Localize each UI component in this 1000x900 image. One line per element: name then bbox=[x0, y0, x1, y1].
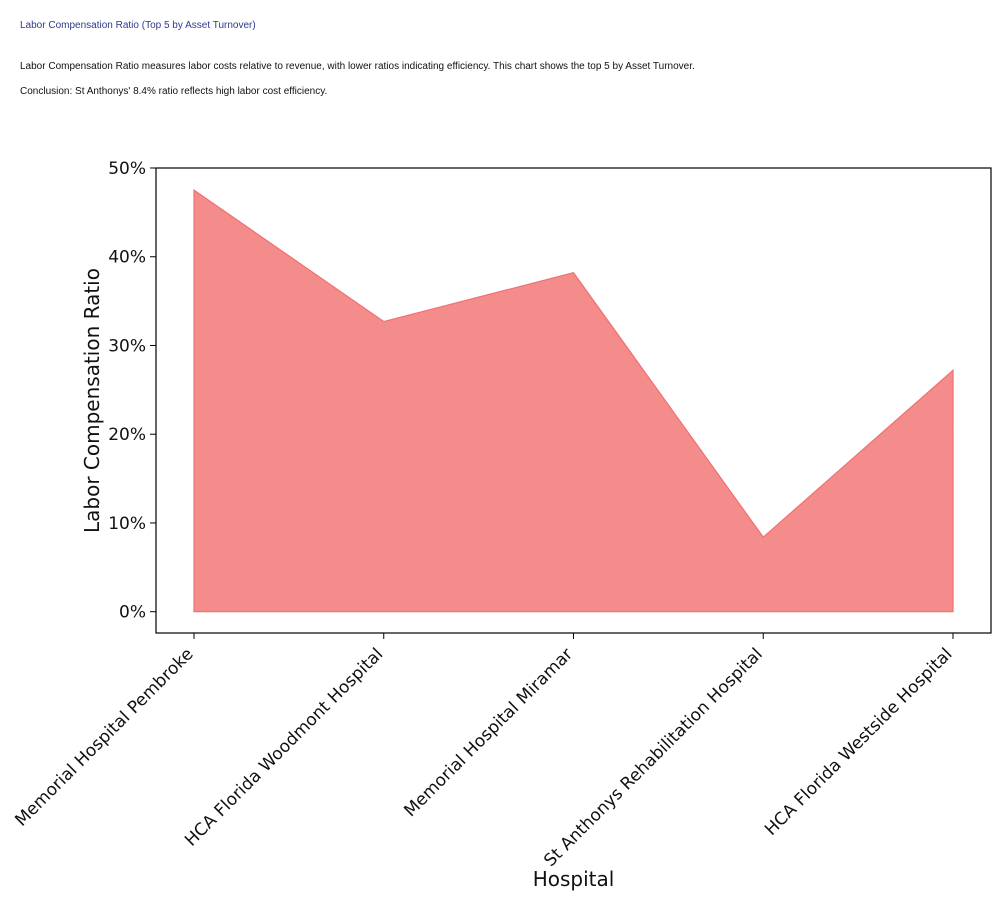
chart-conclusion: Conclusion: St Anthonys' 8.4% ratio refl… bbox=[20, 86, 328, 97]
y-tick-label: 50% bbox=[108, 159, 146, 179]
x-tick-label: Memorial Hospital Pembroke bbox=[11, 644, 197, 830]
y-axis: 0% 10% 20% 30% 40% 50% bbox=[108, 159, 156, 623]
y-axis-label: Labor Compensation Ratio bbox=[80, 268, 104, 533]
y-tick-label: 40% bbox=[108, 248, 146, 268]
y-tick-label: 0% bbox=[119, 603, 146, 623]
y-tick-label: 10% bbox=[108, 514, 146, 534]
area-fill bbox=[193, 189, 954, 613]
y-tick-label: 30% bbox=[108, 336, 146, 356]
x-tick-label: HCA Florida Westside Hospital bbox=[761, 644, 956, 839]
x-tick-label: Memorial Hospital Miramar bbox=[400, 644, 577, 821]
y-tick-label: 20% bbox=[108, 425, 146, 445]
area-layer bbox=[193, 189, 954, 613]
chart-description: Labor Compensation Ratio measures labor … bbox=[20, 61, 695, 72]
x-tick-label: St Anthonys Rehabilitation Hospital bbox=[540, 644, 766, 870]
chart-title: Labor Compensation Ratio (Top 5 by Asset… bbox=[20, 20, 256, 31]
x-axis-label: Hospital bbox=[533, 867, 615, 891]
x-tick-label: HCA Florida Woodmont Hospital bbox=[181, 644, 387, 850]
